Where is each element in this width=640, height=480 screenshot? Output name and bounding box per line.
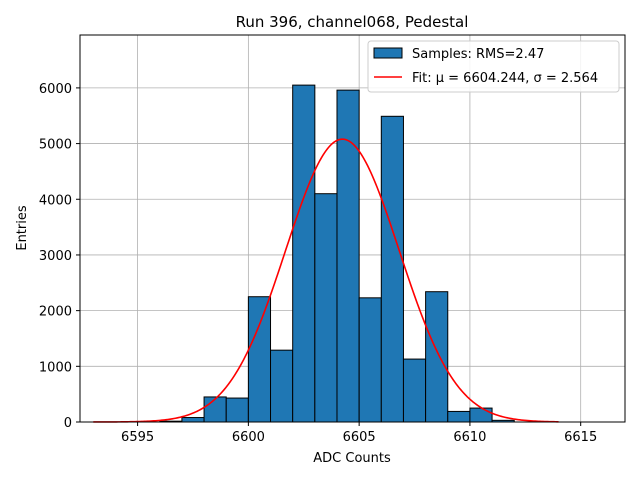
legend-swatch-samples xyxy=(373,47,403,59)
x-tick-label: 6600 xyxy=(232,430,265,445)
histogram-bar xyxy=(203,396,227,423)
histogram-bar xyxy=(469,407,493,423)
y-tick-label: 3000 xyxy=(39,249,72,264)
legend-label-samples: Samples: RMS=2.47 xyxy=(412,47,544,62)
y-tick-label: 5000 xyxy=(39,138,72,153)
x-tick-label: 6605 xyxy=(343,430,376,445)
histogram-bar xyxy=(358,297,382,423)
histogram-bar xyxy=(247,296,272,423)
histogram-bar xyxy=(380,115,404,423)
histogram-bar xyxy=(447,410,471,423)
axis-ticks: 6595 6600 6605 6610 6615 0 1000 2000 3000 4000 500… xyxy=(39,82,597,445)
y-axis-title: Entries xyxy=(15,205,30,251)
y-tick-label: 2000 xyxy=(39,305,72,320)
legend-label-fit: Fit: μ = 6604.244, σ = 2.564 xyxy=(412,71,598,86)
chart-title: Run 396, channel068, Pedestal xyxy=(236,13,469,31)
histogram-bars xyxy=(159,84,515,423)
histogram-bar xyxy=(181,417,205,423)
histogram-bar xyxy=(270,349,294,423)
plot-frame xyxy=(79,34,626,423)
y-tick-label: 6000 xyxy=(39,82,72,97)
legend-box xyxy=(367,40,620,93)
x-tick-label: 6615 xyxy=(564,430,597,445)
histogram-bar xyxy=(314,193,338,423)
fit-curve xyxy=(93,138,559,423)
histogram-bar xyxy=(402,358,427,423)
x-axis-title: ADC Counts xyxy=(313,451,391,466)
x-tick-label: 6595 xyxy=(121,430,154,445)
y-tick-label: 1000 xyxy=(39,360,72,375)
x-tick-label: 6610 xyxy=(453,430,486,445)
y-tick-label: 0 xyxy=(64,416,72,431)
histogram-bar xyxy=(225,397,249,423)
y-tick-label: 4000 xyxy=(39,193,72,208)
histogram-bar xyxy=(292,84,316,423)
histogram-bar xyxy=(425,291,449,423)
legend: Samples: RMS=2.47 Fit: μ = 6604.244, σ =… xyxy=(367,40,620,93)
